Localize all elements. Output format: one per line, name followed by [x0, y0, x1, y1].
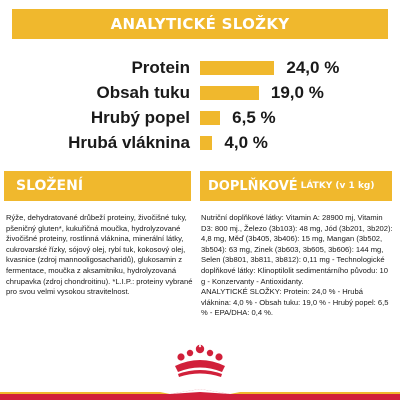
analytic-row-fat: Obsah tuku 19,0 % [0, 80, 400, 106]
analytic-value: 4,0 % [224, 133, 268, 152]
analytic-bar [200, 61, 275, 75]
composition-title-banner: SLOŽENÍ [4, 171, 191, 201]
analytic-value: 6,5 % [232, 108, 276, 127]
analytic-label: Hrubý popel [90, 108, 190, 127]
analytic-bar [200, 111, 221, 125]
royal-canin-crown-icon [175, 344, 225, 377]
additives-title-banner: DOPLŇKOVÉ LÁTKY (v 1 kg) [200, 171, 392, 201]
analytic-value: 19,0 % [270, 83, 324, 102]
analytic-row-ash: Hrubý popel 6,5 % [0, 105, 400, 131]
analytic-value: 24,0 % [286, 58, 340, 77]
footer-stripe-decoration [0, 389, 400, 400]
analytic-row-fibre: Hrubá vláknina 4,0 % [0, 130, 400, 156]
additives-title: DOPLŇKOVÉ [208, 178, 298, 194]
additives-title-small: LÁTKY (v 1 kg) [300, 181, 375, 191]
analytic-label: Hrubá vláknina [68, 133, 190, 152]
additives-text: Nutriční doplňkové látky: Vitamin A: 289… [201, 213, 393, 318]
analytic-label: Protein [131, 58, 190, 77]
analytic-title-banner: ANALYTICKÉ SLOŽKY [12, 9, 388, 39]
analytic-bar [200, 136, 213, 150]
analytic-row-protein: Protein 24,0 % [0, 55, 400, 81]
analytic-title: ANALYTICKÉ SLOŽKY [110, 15, 290, 33]
analytic-label: Obsah tuku [96, 83, 190, 102]
composition-text: Rýže, dehydratované drůbeží proteiny, ži… [6, 213, 193, 297]
composition-title: SLOŽENÍ [16, 178, 84, 194]
analytic-bar [200, 86, 259, 100]
